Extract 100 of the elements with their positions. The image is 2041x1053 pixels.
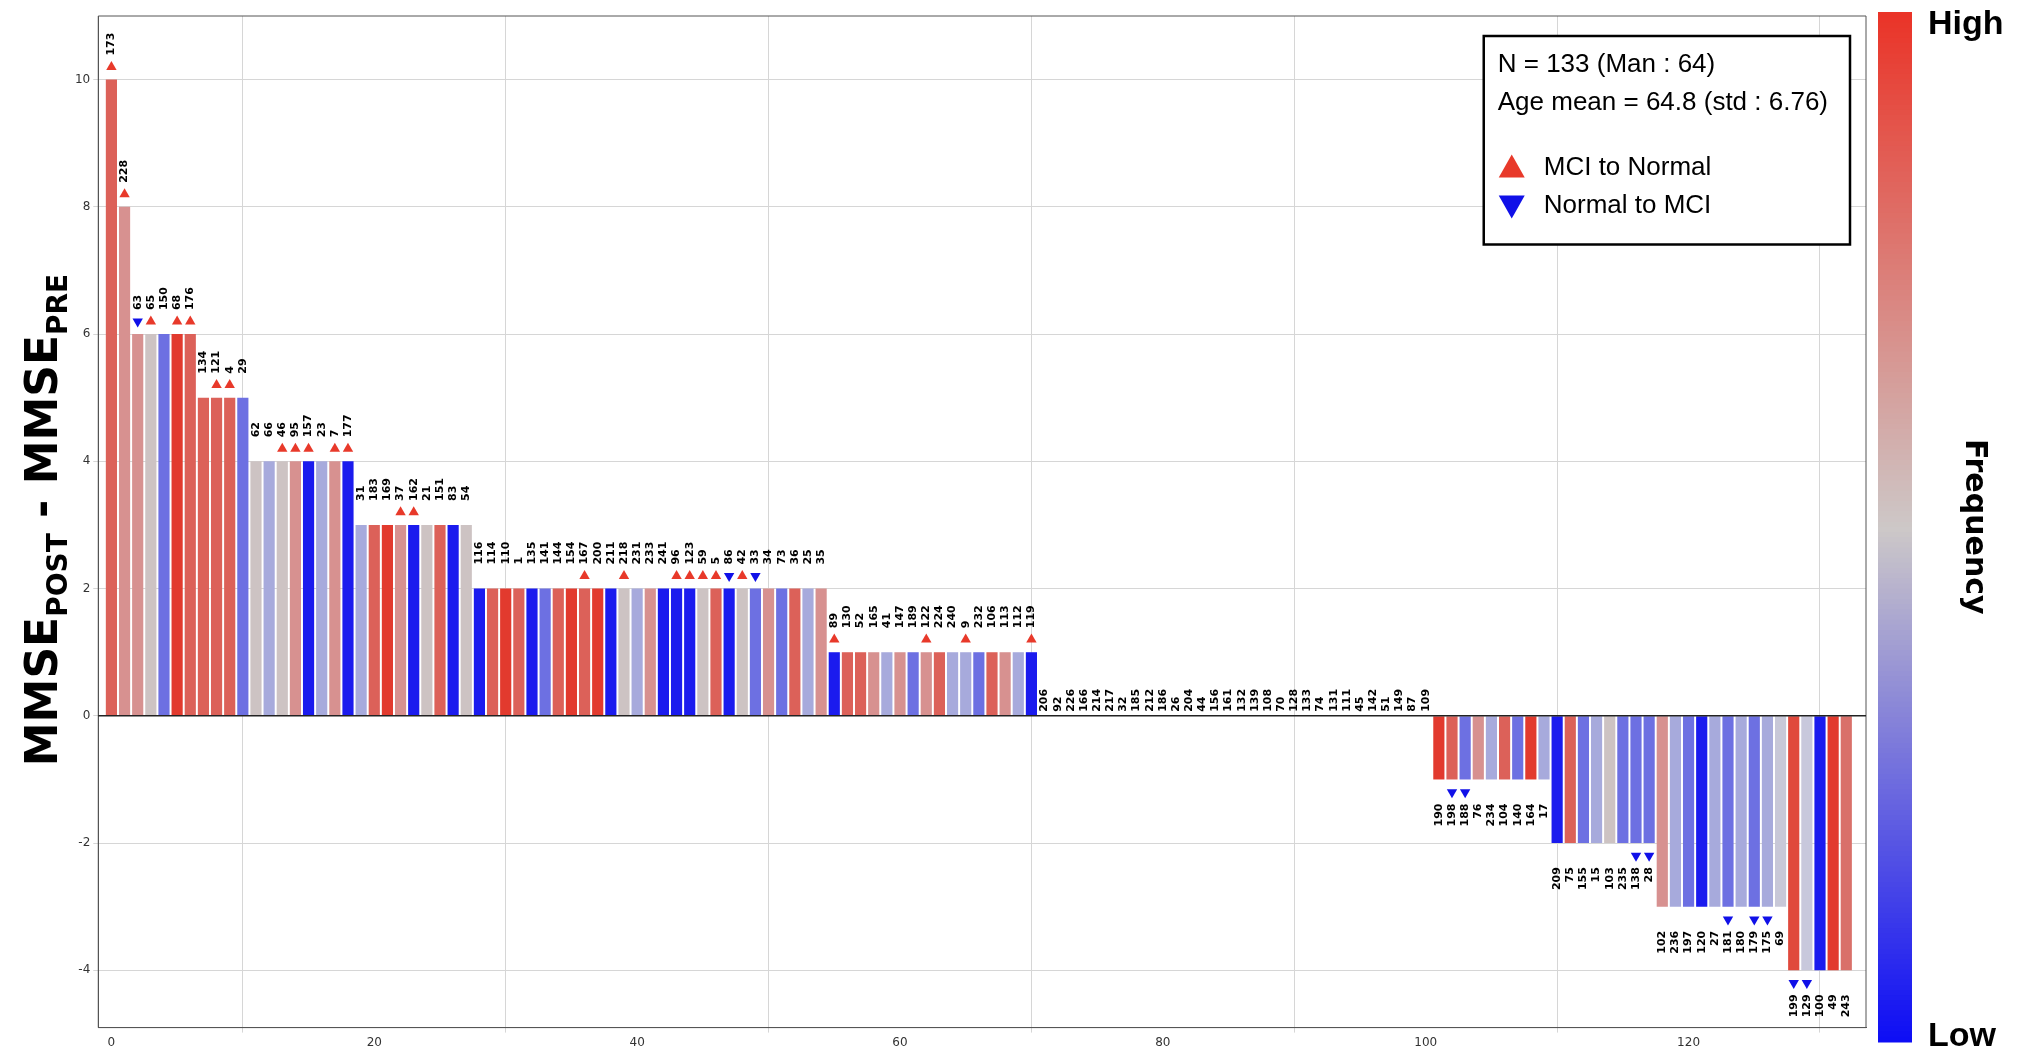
bar [1433, 716, 1445, 780]
annotation: 21 [419, 485, 433, 501]
legend-label: MCI to Normal [1543, 150, 1712, 181]
x-tick-label: 80 [1155, 1034, 1171, 1049]
bar [1525, 716, 1537, 780]
point [342, 442, 354, 452]
bar [316, 461, 328, 716]
bar [342, 461, 354, 716]
annotation: 74 [1313, 696, 1327, 712]
annotation: 231 [629, 541, 643, 565]
annotation: 95 [288, 422, 302, 438]
x-tick-label: 120 [1677, 1034, 1701, 1049]
annotation: 1 [511, 556, 525, 565]
bar [434, 524, 446, 716]
annotation: 9 [958, 620, 972, 629]
annotation: 54 [459, 485, 473, 501]
annotation: 169 [380, 478, 394, 501]
annotation: 42 [735, 549, 749, 565]
bar [145, 334, 157, 716]
bar [1827, 716, 1839, 971]
bar [1025, 652, 1038, 716]
bar [1735, 716, 1747, 907]
annotation: 106 [984, 604, 998, 629]
annotation: 86 [721, 548, 735, 565]
bar [276, 461, 288, 716]
point [303, 442, 314, 452]
point [145, 315, 157, 325]
bar [302, 461, 315, 716]
bar [736, 588, 748, 716]
annotation: 133 [1300, 688, 1314, 712]
bar [368, 524, 380, 716]
annotation: 240 [945, 604, 959, 629]
bar [1590, 716, 1603, 844]
annotation: Age mean = 64.8 (std : 6.76) [1497, 86, 1829, 117]
bar [684, 588, 696, 716]
bar [815, 588, 827, 716]
point [1643, 852, 1655, 862]
annotation: 83 [445, 485, 459, 501]
bar [210, 397, 223, 716]
annotation: 149 [1392, 688, 1406, 712]
annotation: 179 [1747, 930, 1761, 954]
bar [224, 397, 236, 716]
bar [697, 588, 709, 716]
bar [1485, 716, 1498, 780]
bar [644, 588, 656, 716]
bar [1012, 652, 1024, 716]
annotation: 241 [656, 541, 670, 565]
bar [1604, 716, 1616, 844]
point [1722, 916, 1734, 926]
bar [486, 588, 499, 716]
bar [907, 652, 919, 716]
bar [118, 206, 131, 716]
bar [999, 652, 1011, 716]
annotation: 36 [787, 548, 801, 565]
annotation: 35 [813, 549, 827, 565]
bar [329, 461, 341, 716]
bar [723, 588, 735, 716]
x-tick-label: 20 [366, 1034, 382, 1049]
point [106, 60, 117, 70]
annotation: 63 [130, 294, 144, 311]
annotation: 139 [1247, 688, 1261, 712]
annotation: 166 [1076, 688, 1090, 712]
annotation: 45 [1352, 696, 1366, 712]
bar [1656, 716, 1668, 907]
bar [802, 588, 814, 716]
annotation: 76 [1471, 803, 1485, 819]
bar [1512, 716, 1524, 780]
bar [1630, 716, 1642, 844]
legend-label: Normal to MCI [1543, 188, 1712, 219]
bar [881, 652, 893, 716]
bar [1643, 716, 1655, 844]
bar [539, 588, 551, 716]
bar [1814, 716, 1826, 971]
annotation: 186 [1155, 688, 1169, 712]
annotation: 44 [1195, 696, 1209, 712]
point [329, 442, 341, 452]
bar [237, 397, 249, 716]
annotation: 23 [314, 422, 328, 438]
annotation: 200 [590, 541, 604, 565]
point [1801, 980, 1813, 990]
annotation: 131 [1326, 688, 1340, 712]
annotation: 154 [564, 541, 578, 565]
point [1788, 980, 1799, 990]
annotation: 217 [1103, 688, 1117, 712]
bar [1709, 716, 1721, 907]
annotation: 151 [432, 478, 446, 501]
bar [355, 524, 367, 716]
annotation: 70 [1274, 696, 1287, 712]
point [618, 569, 630, 579]
annotation: 89 [827, 612, 841, 629]
bar [1564, 716, 1576, 844]
annotation: 108 [1260, 688, 1274, 712]
bar [1696, 716, 1708, 907]
annotation: 185 [1129, 688, 1143, 712]
annotation: 235 [1615, 867, 1629, 891]
point [1459, 789, 1471, 799]
bar [394, 524, 407, 716]
bar [197, 397, 209, 716]
bar [841, 652, 854, 716]
point [290, 442, 301, 452]
